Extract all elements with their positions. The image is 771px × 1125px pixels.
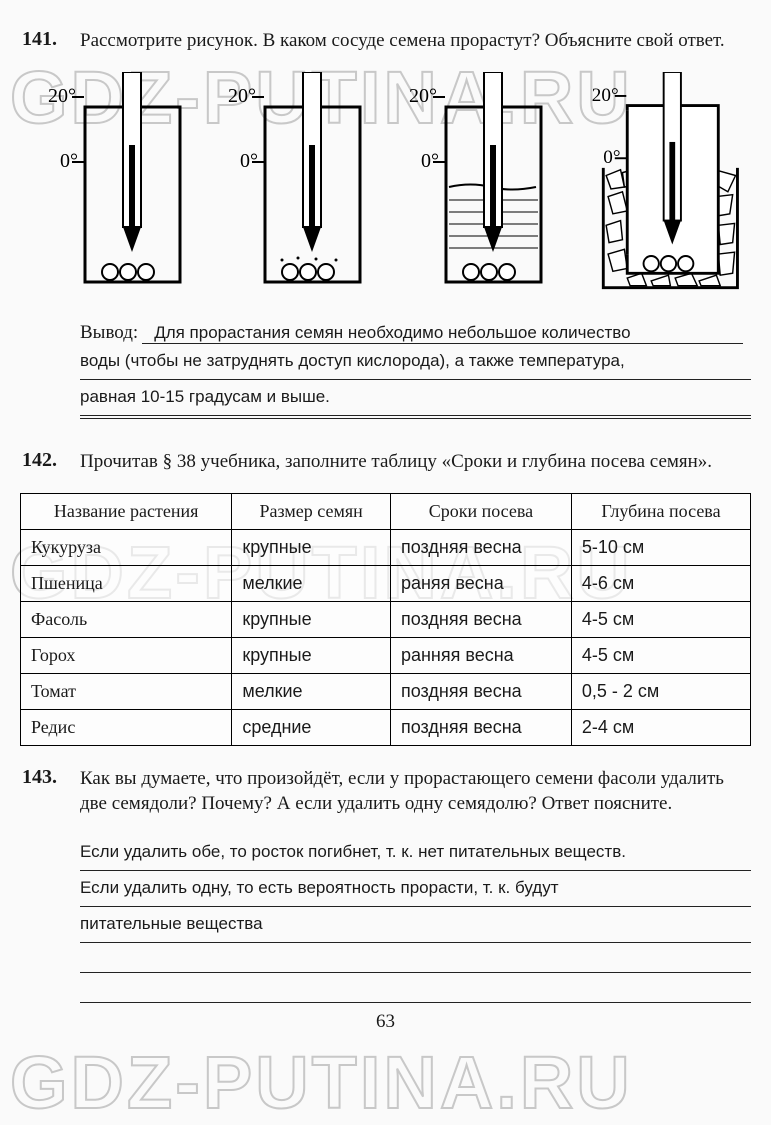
q143-answers: Если удалить обе, то росток погибнет, т.…: [20, 835, 751, 1003]
cell-depth: 4-6 см: [571, 565, 750, 601]
q141-conclusion: Вывод: Для прорастания семян необходимо …: [20, 322, 751, 419]
q141-ans-line4: [80, 416, 751, 419]
question-143: 143. Как вы думаете, что произойдёт, есл…: [20, 766, 751, 817]
q143-ans-line4: [80, 943, 751, 973]
beaker-diagram-row: 20° 0° 20° 0°: [20, 72, 751, 302]
svg-text:20°: 20°: [228, 85, 256, 107]
col-sowing-time: Сроки посева: [390, 493, 571, 529]
svg-text:20°: 20°: [592, 84, 619, 105]
cell-plant: Томат: [21, 673, 232, 709]
table-row: Горох крупные ранняя весна 4-5 см: [21, 637, 751, 673]
beaker-2: 20° 0°: [210, 72, 380, 302]
cell-size: мелкие: [232, 673, 391, 709]
q141-ans-line2: воды (чтобы не затруднять доступ кислоро…: [80, 344, 751, 380]
watermark-bottom: GDZ-PUTINA.RU: [10, 1040, 633, 1125]
q143-ans-line1: Если удалить обе, то росток погибнет, т.…: [80, 835, 751, 871]
table-row: Пшеница мелкие раняя весна 4-6 см: [21, 565, 751, 601]
temp-label-20: 20°: [48, 85, 76, 107]
table-row: Редис средние поздняя весна 2-4 см: [21, 709, 751, 745]
q143-text: Как вы думаете, что произойдёт, если у п…: [80, 768, 724, 815]
table-header-row: Название растения Размер семян Сроки пос…: [21, 493, 751, 529]
beaker-4: 20° 0°: [571, 72, 741, 302]
cell-time: ранняя весна: [390, 637, 571, 673]
q143-ans-line5: [80, 973, 751, 1003]
q143-number: 143.: [22, 766, 57, 789]
page-number: 63: [20, 1011, 751, 1033]
table-row: Кукуруза крупные поздняя весна 5-10 см: [21, 529, 751, 565]
cell-size: крупные: [232, 529, 391, 565]
col-seed-size: Размер семян: [232, 493, 391, 529]
cell-time: раняя весна: [390, 565, 571, 601]
cell-plant: Пшеница: [21, 565, 232, 601]
cell-time: поздняя весна: [390, 673, 571, 709]
svg-text:20°: 20°: [409, 85, 437, 107]
cell-time: поздняя весна: [390, 709, 571, 745]
cell-size: крупные: [232, 637, 391, 673]
q143-ans-line3: питательные вещества: [80, 907, 751, 943]
cell-time: поздняя весна: [390, 529, 571, 565]
cell-plant: Кукуруза: [21, 529, 232, 565]
col-plant-name: Название растения: [21, 493, 232, 529]
q142-number: 142.: [22, 449, 57, 472]
question-142: 142. Прочитав § 38 учебника, заполните т…: [20, 449, 751, 475]
beaker-3: 20° 0°: [391, 72, 561, 302]
beaker-1: 20° 0°: [30, 72, 200, 302]
cell-size: крупные: [232, 601, 391, 637]
cell-plant: Горох: [21, 637, 232, 673]
cell-size: мелкие: [232, 565, 391, 601]
q141-number: 141.: [22, 28, 57, 51]
cell-plant: Фасоль: [21, 601, 232, 637]
table-row: Фасоль крупные поздняя весна 4-5 см: [21, 601, 751, 637]
col-sowing-depth: Глубина посева: [571, 493, 750, 529]
cell-depth: 4-5 см: [571, 601, 750, 637]
q141-ans-line3: равная 10-15 градусам и выше.: [80, 380, 751, 416]
table-row: Томат мелкие поздняя весна 0,5 - 2 см: [21, 673, 751, 709]
vyvod-label: Вывод:: [80, 322, 138, 343]
question-141: 141. Рассмотрите рисунок. В каком сосуде…: [20, 28, 751, 54]
cell-size: средние: [232, 709, 391, 745]
seeds-table: Название растения Размер семян Сроки пос…: [20, 493, 751, 746]
q142-text: Прочитав § 38 учебника, заполните таблиц…: [80, 451, 712, 472]
cell-depth: 4-5 см: [571, 637, 750, 673]
cell-depth: 0,5 - 2 см: [571, 673, 750, 709]
cell-plant: Редис: [21, 709, 232, 745]
cell-depth: 5-10 см: [571, 529, 750, 565]
q141-ans-line1: Для прорастания семян необходимо небольш…: [142, 323, 743, 344]
cell-time: поздняя весна: [390, 601, 571, 637]
q143-ans-line2: Если удалить одну, то есть вероятность п…: [80, 871, 751, 907]
cell-depth: 2-4 см: [571, 709, 750, 745]
q141-text: Рассмотрите рисунок. В каком сосуде семе…: [80, 30, 725, 51]
